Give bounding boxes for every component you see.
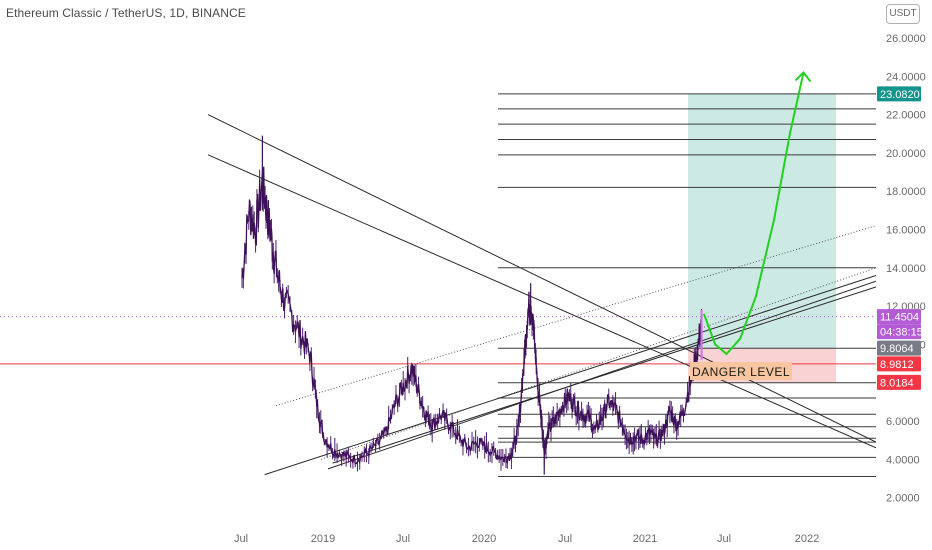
price-label: 11.4504	[880, 312, 919, 324]
currency-button[interactable]: USDT	[886, 4, 920, 24]
x-tick-label: Jul	[717, 533, 731, 545]
x-tick-label: 2021	[633, 533, 657, 545]
trendlines	[207, 114, 876, 476]
price-label-box	[877, 356, 921, 372]
candle-wicks	[241, 167, 703, 472]
chart-title: Ethereum Classic / TetherUS, 1D, BINANCE	[6, 6, 246, 20]
y-tick-label: 6.0000	[886, 416, 920, 428]
x-tick-label: Jul	[396, 533, 410, 545]
y-tick-label: 24.0000	[886, 71, 926, 83]
price-label-box	[877, 86, 921, 102]
x-tick-label: 2020	[472, 533, 496, 545]
price-label-box	[877, 374, 921, 390]
trendline	[264, 274, 876, 476]
dotted-trendline	[321, 267, 876, 460]
price-label-box	[877, 324, 921, 340]
price-series	[241, 166, 703, 465]
price-label: 9.8064	[880, 343, 914, 355]
trendline	[207, 154, 876, 449]
y-tick-label: 4.0000	[886, 454, 920, 466]
profit-zone	[688, 93, 836, 349]
y-tick-label: 16.0000	[886, 225, 926, 237]
x-tick-label: 2022	[795, 533, 819, 545]
x-tick-label: Jul	[234, 533, 248, 545]
danger-level-label: DANGER LEVEL	[692, 365, 790, 379]
y-tick-label: 18.0000	[886, 186, 926, 198]
projection-arrowhead	[794, 70, 812, 83]
y-tick-label: 14.0000	[886, 263, 926, 275]
price-label-box	[877, 340, 921, 356]
y-tick-label: 26.0000	[886, 33, 926, 45]
price-label: 8.0184	[880, 377, 914, 389]
price-label: 04:38:15	[880, 327, 923, 339]
price-label: 8.9812	[880, 359, 914, 371]
projection-curve	[702, 72, 805, 356]
x-tick-label: Jul	[558, 533, 572, 545]
price-label: 23.0820	[880, 89, 920, 101]
y-tick-label: 2.0000	[886, 493, 920, 505]
y-tick-label: 20.0000	[886, 148, 926, 160]
y-tick-label: 22.0000	[886, 110, 926, 122]
price-label-box	[877, 309, 921, 325]
trendline	[327, 280, 876, 470]
trendline	[332, 286, 876, 464]
danger-level-box	[690, 362, 792, 380]
x-tick-label: 2019	[311, 533, 335, 545]
trendline	[207, 114, 876, 443]
